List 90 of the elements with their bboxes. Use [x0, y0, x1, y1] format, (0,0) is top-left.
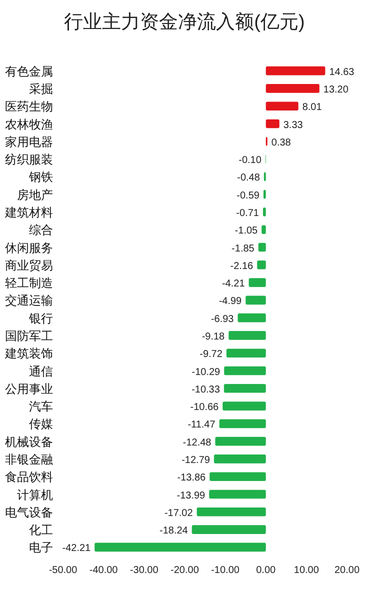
bar — [266, 84, 320, 93]
bar — [262, 225, 266, 234]
bar — [228, 331, 266, 340]
bar — [266, 102, 298, 111]
y-tick-label: 汽车 — [29, 400, 53, 414]
data-label: 14.63 — [329, 66, 355, 78]
data-label: 0.38 — [271, 137, 292, 148]
y-tick-label: 有色金属 — [5, 64, 53, 78]
bar — [224, 384, 266, 393]
x-tick-label: -20.00 — [170, 565, 200, 576]
bar — [215, 436, 266, 446]
bar — [94, 542, 266, 552]
data-label: -0.48 — [237, 172, 260, 184]
x-tick-label: -50.00 — [48, 565, 78, 576]
y-tick-label: 商业贸易 — [5, 258, 53, 272]
bar — [196, 507, 266, 516]
y-tick-label: 医药生物 — [5, 100, 53, 114]
bar — [238, 313, 266, 322]
bar — [210, 472, 266, 482]
y-tick-label: 食品饮料 — [5, 470, 53, 484]
data-label: -0.59 — [236, 190, 260, 202]
y-tick-label: 综合 — [29, 223, 53, 238]
y-tick-label: 计算机 — [17, 488, 53, 502]
y-tick-label: 纺织服装 — [5, 152, 53, 167]
bar — [246, 296, 266, 305]
data-label: -10.66 — [190, 402, 220, 414]
y-tick-label: 交通运输 — [5, 294, 53, 308]
x-tick-label: 0.00 — [256, 565, 276, 576]
data-label: -17.02 — [164, 508, 194, 519]
bar — [263, 190, 266, 199]
bar — [222, 402, 266, 410]
bar — [266, 66, 326, 76]
y-tick-label: 通信 — [29, 364, 53, 378]
y-tick-label: 农林牧渔 — [5, 117, 53, 132]
data-label: -12.48 — [182, 437, 212, 448]
data-label: -0.10 — [238, 155, 262, 166]
data-label: -9.72 — [200, 349, 223, 360]
y-tick-label: 采掘 — [29, 82, 53, 96]
data-label: -9.18 — [202, 331, 226, 342]
data-label: -10.29 — [192, 366, 221, 378]
data-label: -6.93 — [210, 314, 234, 325]
y-tick-label: 非银金融 — [5, 452, 53, 466]
y-tick-label: 建筑装饰 — [4, 346, 53, 361]
bar — [226, 348, 266, 358]
y-tick-label: 电气设备 — [5, 505, 53, 520]
data-label: -42.21 — [62, 543, 92, 554]
data-label: 13.20 — [323, 84, 349, 96]
data-label: -11.47 — [188, 420, 216, 431]
bar — [219, 419, 266, 428]
x-tick-label: 10.00 — [294, 565, 320, 576]
y-tick-label: 国防军工 — [5, 328, 53, 343]
data-label: -10.33 — [192, 384, 220, 396]
x-tick-label: -30.00 — [130, 565, 159, 576]
data-label: -13.86 — [177, 472, 206, 484]
y-tick-label: 钢铁 — [28, 170, 53, 184]
y-tick-label: 建筑材料 — [4, 205, 53, 220]
bar — [266, 119, 280, 128]
data-label: -0.71 — [236, 208, 260, 219]
y-tick-label: 电子 — [29, 540, 53, 555]
bar — [257, 260, 266, 270]
bar — [248, 278, 266, 287]
y-tick-label: 机械设备 — [5, 434, 53, 449]
data-label: -2.16 — [230, 260, 254, 272]
data-label: -18.24 — [159, 526, 188, 537]
y-tick-label: 传媒 — [29, 417, 53, 432]
bar — [262, 208, 266, 216]
data-label: -4.99 — [218, 296, 242, 308]
y-tick-label: 家用电器 — [5, 134, 53, 149]
data-label: -1.05 — [234, 226, 258, 237]
bar — [214, 454, 266, 464]
x-tick-label: -10.00 — [211, 565, 240, 576]
data-label: -12.79 — [182, 454, 210, 466]
data-label: 3.33 — [283, 120, 304, 131]
chart-title: 行业主力资金净流入额(亿元) — [64, 11, 305, 33]
bar — [224, 366, 266, 376]
bar — [258, 242, 266, 252]
x-tick-label: -40.00 — [89, 565, 118, 576]
y-tick-label: 房地产 — [17, 188, 53, 202]
y-tick-label: 休闲服务 — [5, 240, 53, 255]
y-tick-label: 公用事业 — [5, 382, 53, 396]
x-tick-label: 20.00 — [334, 565, 360, 576]
y-tick-label: 化工 — [29, 523, 53, 538]
data-label: -13.99 — [176, 490, 206, 502]
y-tick-label: 银行 — [28, 311, 53, 326]
data-label: 8.01 — [302, 102, 322, 114]
bar — [209, 490, 266, 499]
y-tick-label: 轻工制造 — [5, 276, 53, 290]
data-label: -4.21 — [222, 278, 246, 290]
bar — [192, 525, 266, 534]
data-label: -1.85 — [232, 243, 255, 254]
